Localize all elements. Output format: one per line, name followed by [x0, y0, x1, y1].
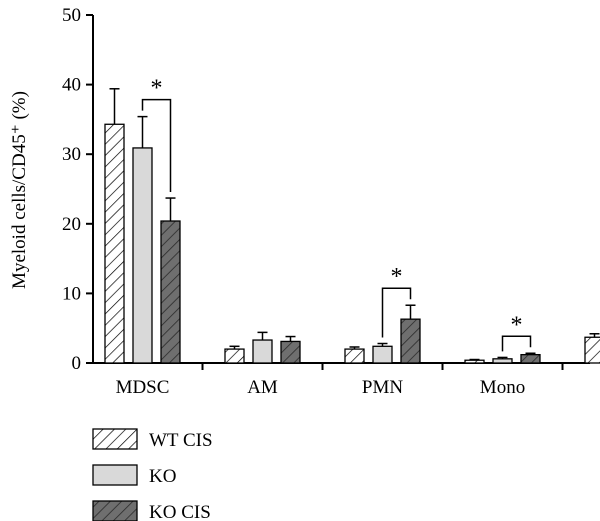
y-tick-label: 30 — [62, 144, 81, 165]
bar — [104, 123, 125, 364]
bar — [584, 336, 600, 364]
x-tick-label: MDSC — [116, 377, 170, 398]
bar — [160, 220, 181, 364]
significance-bracket — [141, 98, 172, 193]
legend-swatch — [92, 500, 138, 521]
bar — [280, 340, 301, 364]
y-tick-label: 50 — [62, 5, 81, 26]
significance-star: * — [391, 264, 403, 290]
legend-swatch — [92, 428, 138, 450]
y-tick-label: 20 — [62, 214, 81, 235]
error-bars — [109, 88, 600, 361]
significance-star: * — [151, 76, 163, 102]
legend-swatch — [92, 464, 138, 486]
y-tick-label: 0 — [72, 353, 82, 374]
y-tick-label: 10 — [62, 283, 81, 304]
bar — [132, 147, 153, 364]
significance-bracket — [501, 335, 532, 352]
legend: WT CIS KO KO CIS — [92, 428, 213, 521]
bar — [252, 339, 273, 364]
y-tick-label: 40 — [62, 75, 81, 96]
bars — [104, 123, 600, 364]
bar — [372, 345, 393, 364]
bar — [464, 359, 485, 364]
bar — [344, 348, 365, 364]
bar — [520, 353, 541, 364]
axes: 01020304050MDSCAMPMNMonomDC — [62, 5, 590, 398]
legend-label: KO — [149, 466, 176, 487]
x-tick-label: Mono — [480, 377, 525, 398]
significance-brackets: * * * — [141, 76, 532, 352]
legend-label: WT CIS — [149, 430, 213, 451]
x-tick-label: AM — [247, 377, 278, 398]
bar — [224, 348, 245, 364]
legend-label: KO CIS — [149, 502, 211, 521]
bar — [400, 318, 421, 364]
x-tick-label: PMN — [362, 377, 403, 398]
bar — [492, 358, 513, 364]
y-axis-label: Myeloid cells/CD45⁺ (%) — [9, 91, 30, 289]
significance-bracket — [381, 287, 412, 338]
significance-star: * — [511, 312, 523, 338]
